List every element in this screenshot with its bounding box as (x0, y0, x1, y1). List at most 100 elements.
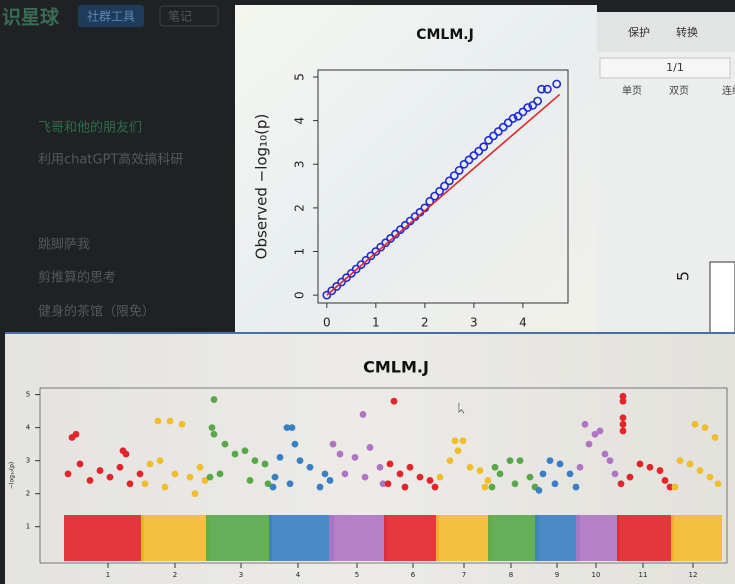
page-box (599, 57, 731, 79)
tool-button-bg[interactable] (78, 5, 144, 27)
snp-point (396, 470, 404, 478)
qq-point (356, 260, 366, 270)
snp-point (551, 480, 559, 488)
qq-point (543, 84, 552, 94)
snp-point (221, 440, 229, 448)
snp-point (454, 447, 462, 455)
doc-axis-fragment: 5 (674, 271, 693, 281)
qq-point (474, 146, 484, 156)
snp-point (686, 460, 694, 468)
snp-point (466, 463, 474, 471)
snp-point (401, 483, 409, 491)
snp-point (269, 483, 277, 491)
snp-point (619, 397, 627, 405)
snp-point (72, 430, 80, 438)
snp-point (321, 470, 329, 478)
y-tick-label: 5 (26, 391, 30, 399)
qq-point (464, 155, 474, 165)
snp-point (619, 427, 627, 435)
snp-point (676, 457, 684, 465)
qq-point (523, 103, 533, 112)
qq-point (489, 131, 498, 141)
qq-point (381, 238, 391, 248)
y-tick-label: 5 (293, 73, 307, 81)
view-mode[interactable]: 双页 (669, 85, 689, 97)
snp-point (539, 470, 547, 478)
y-axis-label: Observed −log₁₀(p) (253, 114, 271, 260)
x-tick-label: 5 (355, 571, 359, 579)
snp-point (691, 420, 699, 428)
x-tick-label: 1 (372, 316, 380, 330)
qq-point (430, 191, 440, 201)
snp-point (296, 457, 304, 465)
snp-point (436, 473, 444, 481)
snp-point (376, 463, 384, 471)
snp-point (351, 453, 359, 461)
snp-point (186, 473, 194, 481)
snp-point (556, 460, 564, 468)
snp-point (484, 477, 492, 484)
qq-point (435, 186, 444, 196)
sidebar-item[interactable]: 飞哥和他的朋友们 (38, 120, 142, 136)
snp-point (288, 424, 296, 432)
snp-point (706, 473, 714, 481)
notes-button[interactable]: 笔记 (168, 9, 192, 24)
snp-point (496, 470, 504, 478)
snp-point (661, 477, 669, 484)
snp-point (576, 463, 584, 471)
snp-point (619, 392, 627, 400)
snp-point (711, 434, 719, 441)
qq-point (351, 264, 361, 274)
qq-point (346, 268, 356, 278)
qq-point (459, 159, 469, 169)
snp-point (246, 477, 254, 484)
notes-button-bg[interactable] (159, 5, 219, 27)
snp-point (291, 440, 299, 448)
x-tick-label: 2 (421, 316, 429, 330)
view-mode[interactable]: 连续 (722, 84, 735, 97)
snp-point (636, 460, 644, 468)
snp-point (646, 463, 654, 471)
qq-point (518, 107, 528, 117)
snp-point (191, 490, 199, 498)
sidebar-item[interactable]: 利用chatGPT高效搞科研 (38, 152, 183, 168)
snp-point (261, 460, 269, 468)
plot-frame (317, 69, 569, 304)
snp-point (283, 424, 291, 432)
sidebar-item[interactable]: 跳脚萨我 (38, 237, 90, 253)
sidebar: 飞哥和他的朋友们利用chatGPT高效搞科研跳脚萨我剪推算的思考健身的茶馆（限免… (38, 120, 183, 320)
snp-point (619, 420, 627, 428)
snp-point (326, 477, 334, 484)
qq-point (366, 251, 376, 261)
viewer-tab[interactable]: 保护 (628, 25, 650, 39)
snp-point (617, 480, 625, 488)
snp-point (141, 480, 149, 488)
snp-point (585, 440, 593, 448)
snp-point (572, 483, 580, 491)
qq-point (386, 234, 395, 243)
viewer-tab[interactable]: 转换 (676, 25, 698, 39)
snp-point (161, 483, 169, 491)
view-mode[interactable]: 单页 (622, 85, 642, 97)
snp-point (581, 420, 589, 428)
qq-point (322, 290, 332, 300)
snp-point (264, 480, 272, 488)
x-tick-label: 10 (592, 571, 601, 579)
snp-point (656, 467, 664, 474)
snp-point (166, 417, 174, 425)
chart-title: CMLM.J (416, 27, 474, 43)
snp-point (341, 470, 349, 478)
y-tick-label: 1 (26, 523, 30, 531)
snp-point (619, 414, 627, 422)
dense-snp-band (576, 515, 619, 561)
snp-point (336, 450, 344, 458)
qq-point (528, 100, 538, 110)
dense-snp-band (206, 515, 272, 561)
sidebar-item[interactable]: 剪推算的思考 (38, 270, 116, 286)
qq-point (552, 79, 562, 89)
sidebar-item[interactable]: 健身的茶馆（限免） (38, 304, 155, 320)
tool-button[interactable]: 社群工具 (87, 9, 135, 24)
y-tick-label: 4 (26, 424, 31, 432)
snp-point (210, 396, 218, 403)
y-axis-label: −log₁₀(p) (9, 462, 16, 489)
